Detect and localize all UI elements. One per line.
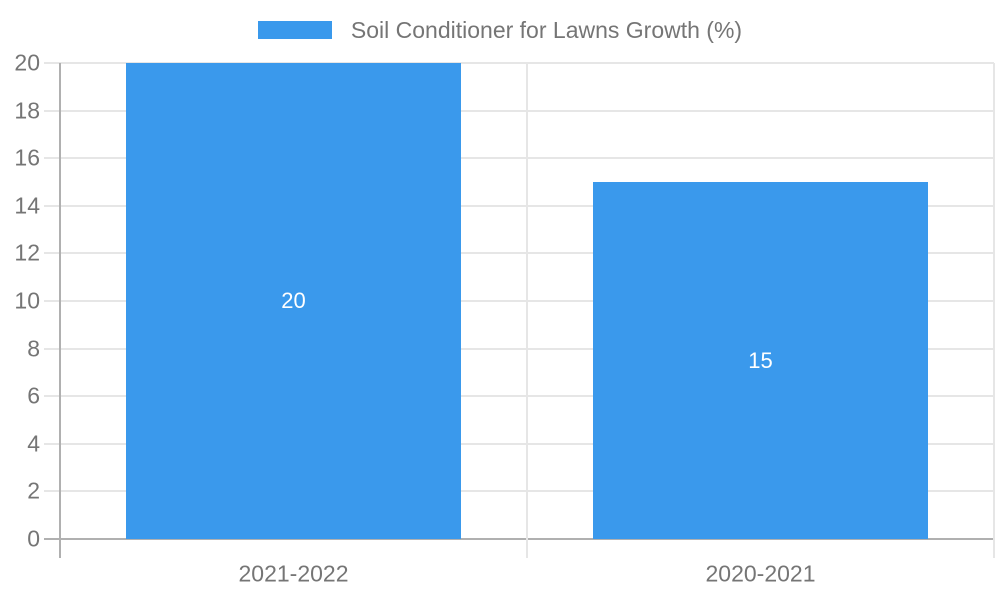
grid-line — [44, 300, 994, 302]
grid-line — [44, 395, 994, 398]
plot-right-edge — [993, 63, 995, 558]
y-tick-label: 20 — [14, 49, 40, 76]
x-axis-line — [44, 538, 994, 540]
grid-line — [44, 347, 994, 350]
y-axis-line — [59, 63, 61, 558]
plot-area: 20 15 — [44, 62, 995, 558]
legend-item[interactable]: Soil Conditioner for Lawns Growth (%) — [0, 14, 1000, 46]
y-tick-label: 8 — [27, 335, 40, 362]
y-tick-label: 10 — [14, 287, 40, 314]
legend-swatch — [257, 21, 332, 39]
bar-2020-2021[interactable] — [593, 182, 928, 539]
grid-line — [44, 62, 994, 64]
grid-line — [44, 109, 994, 112]
x-tick-label: 2021-2022 — [238, 560, 349, 587]
y-tick-label: 4 — [27, 430, 40, 457]
legend-label: Soil Conditioner for Lawns Growth (%) — [350, 16, 743, 43]
y-tick-label: 0 — [27, 525, 40, 552]
y-tick-label: 6 — [27, 382, 40, 409]
bar-2021-2022[interactable] — [126, 63, 461, 539]
y-tick-label: 18 — [14, 97, 40, 124]
y-tick-label: 2 — [27, 477, 40, 504]
grid-line — [44, 157, 994, 160]
grid-line — [44, 204, 994, 207]
y-tick-label: 12 — [14, 239, 40, 266]
y-tick-label: 16 — [14, 144, 40, 171]
y-axis: 0 2 4 6 8 10 12 14 16 18 20 — [0, 0, 40, 600]
bar-value-label: 15 — [748, 347, 773, 373]
grid-line — [44, 442, 994, 445]
x-tick-label: 2020-2021 — [705, 560, 816, 587]
y-tick-label: 14 — [14, 192, 40, 219]
grid-line — [44, 252, 994, 255]
category-divider — [526, 63, 528, 558]
bar-value-label: 20 — [281, 288, 306, 313]
grid-line — [44, 490, 994, 493]
